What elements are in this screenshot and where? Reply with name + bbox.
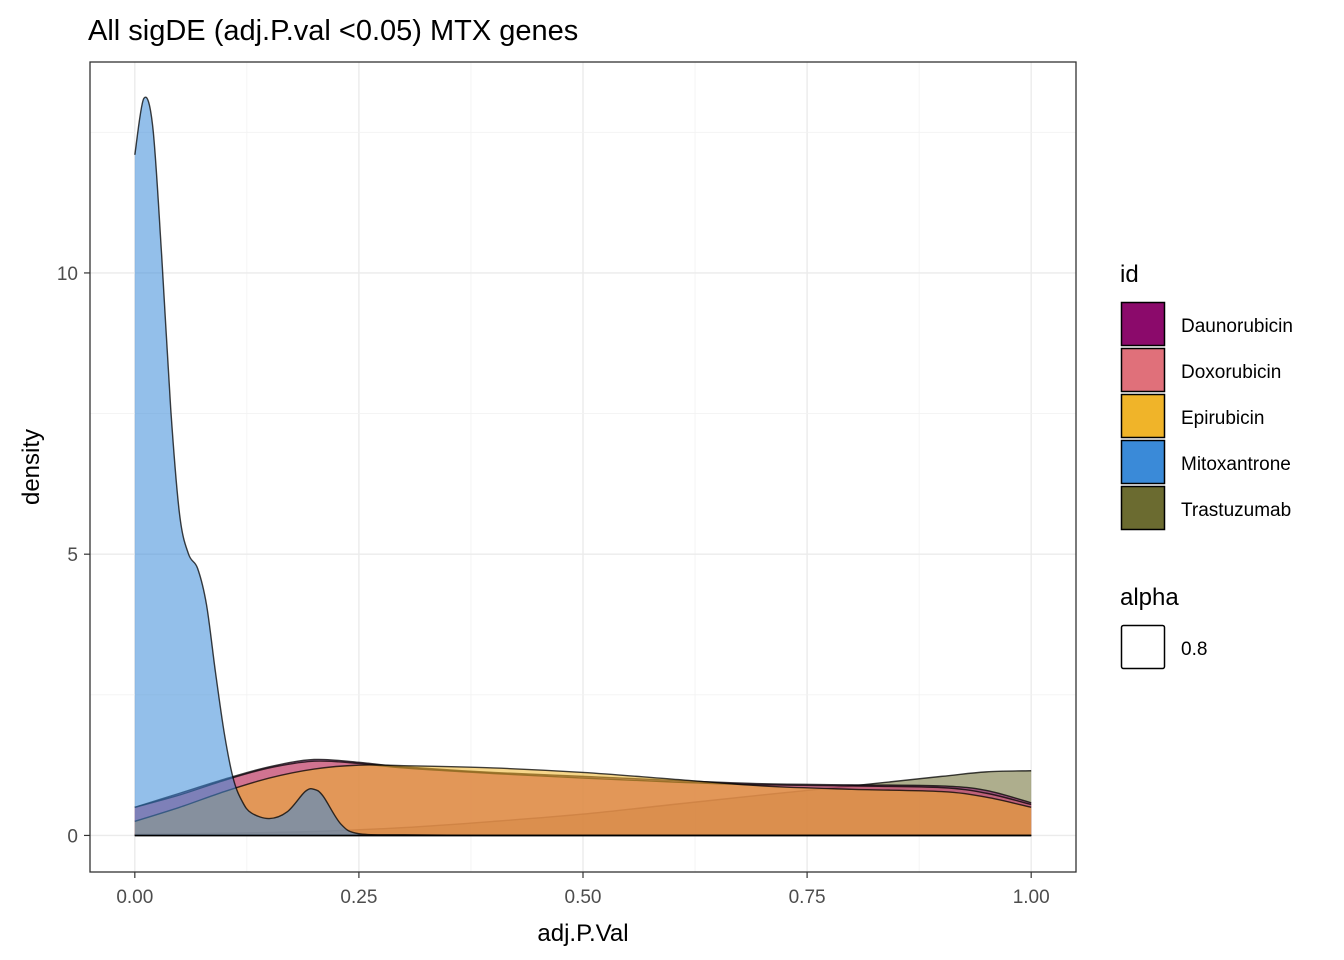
legend-label: Trastuzumab <box>1181 500 1291 521</box>
y-tick-label: 5 <box>67 545 78 566</box>
legend-label: Doxorubicin <box>1181 362 1281 383</box>
x-tick-label: 0.75 <box>789 887 826 908</box>
legend-key-swatch <box>1120 347 1166 393</box>
legend-key-swatch <box>1120 624 1166 670</box>
legend-label: 0.8 <box>1181 639 1207 660</box>
x-axis-title: adj.P.Val <box>537 920 628 947</box>
legend-label: Daunorubicin <box>1181 316 1293 337</box>
legend-title: id <box>1120 261 1139 288</box>
legend: id Daunorubicin Doxorubicin Epirubicin Mitox… <box>1120 261 1293 670</box>
legend-key-swatch <box>1120 485 1166 531</box>
y-axis: 0 5 10 <box>57 264 90 847</box>
density-area-epirubicin <box>134 764 1032 836</box>
x-tick-label: 1.00 <box>1013 887 1050 908</box>
y-tick-label: 0 <box>67 826 78 847</box>
x-tick-label: 0.00 <box>116 887 153 908</box>
y-tick-label: 10 <box>57 264 78 285</box>
chart-title: All sigDE (adj.P.val <0.05) MTX genes <box>88 15 578 47</box>
x-axis: 0.00 0.25 0.50 0.75 1.00 <box>116 872 1050 908</box>
legend-title: alpha <box>1120 584 1179 611</box>
density-area-mitoxantrone <box>134 97 1032 836</box>
legend-key-swatch <box>1120 393 1166 439</box>
legend-label: Epirubicin <box>1181 408 1264 429</box>
y-axis-title: density <box>18 429 45 505</box>
density-outline-epirubicin <box>134 764 1032 823</box>
density-areas <box>134 96 1032 837</box>
x-tick-label: 0.25 <box>340 887 377 908</box>
x-tick-label: 0.50 <box>565 887 602 908</box>
legend-label: Mitoxantrone <box>1181 454 1291 475</box>
legend-key-swatch <box>1120 439 1166 485</box>
legend-key-swatch <box>1120 301 1166 347</box>
